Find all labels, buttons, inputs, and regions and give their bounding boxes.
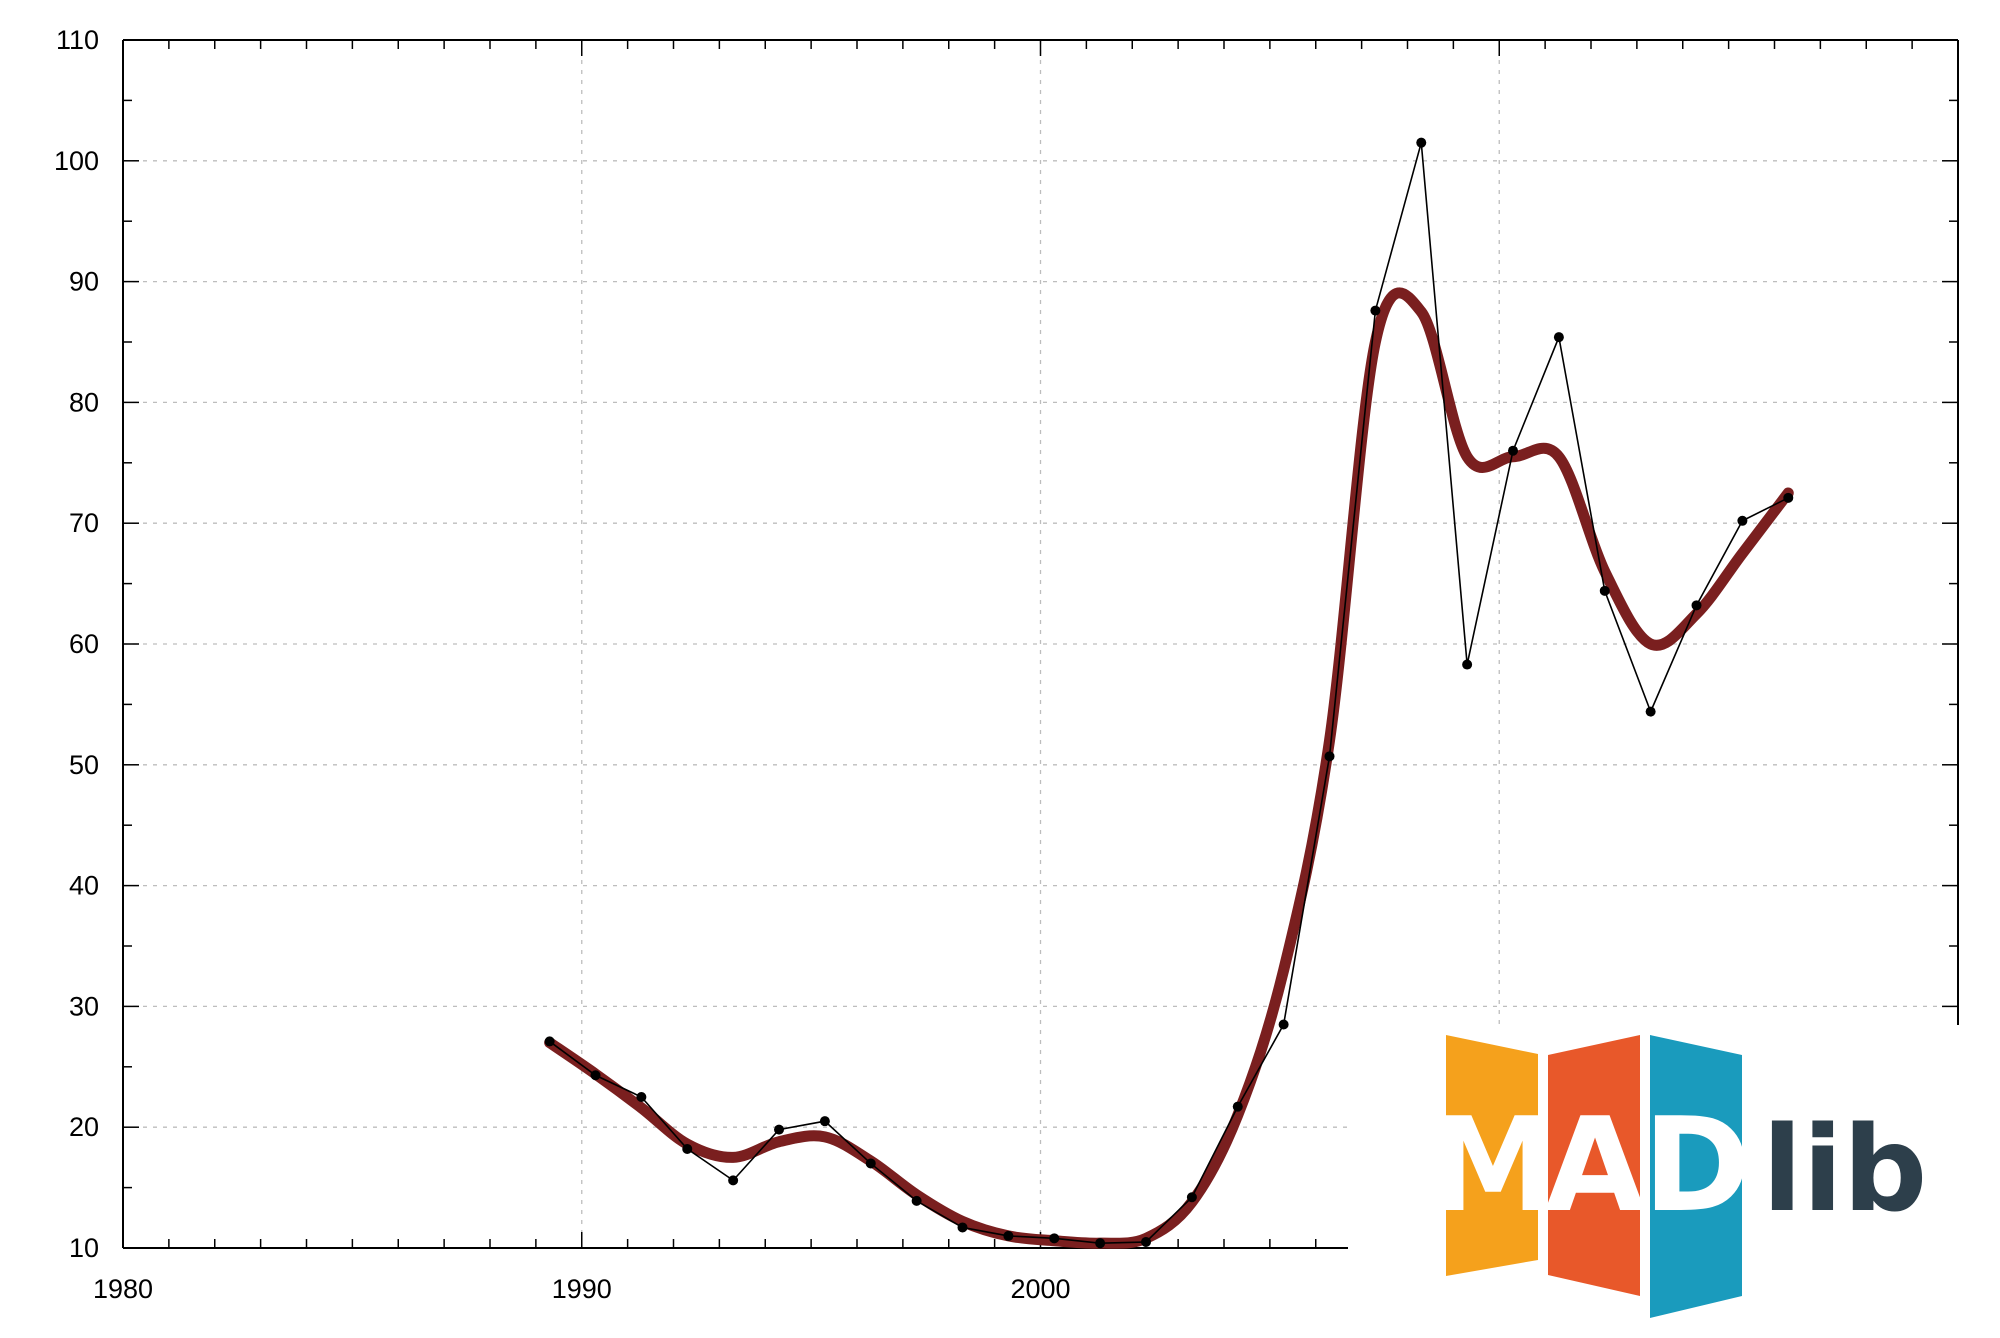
logo-panel-d: [1650, 1035, 1742, 1318]
y-tick-label: 60: [69, 629, 99, 659]
y-tick-label: 110: [56, 25, 99, 55]
observed-data-point: [1645, 706, 1656, 717]
logo-letter-a: A: [1545, 1089, 1646, 1241]
logo-suffix: lib: [1762, 1100, 1927, 1238]
observed-data-point: [1737, 515, 1748, 526]
observed-data-point: [1186, 1192, 1197, 1203]
observed-data-point: [1691, 600, 1702, 611]
observed-data-point: [682, 1143, 693, 1154]
observed-data-point: [1324, 751, 1335, 762]
observed-data-point: [1783, 492, 1794, 503]
observed-data-point: [774, 1124, 785, 1135]
y-tick-label: 50: [69, 750, 99, 780]
x-tick-label: 2000: [1010, 1274, 1070, 1304]
observed-data-point: [1599, 585, 1610, 596]
observed-data-point: [1003, 1230, 1014, 1241]
observed-data-point: [1232, 1101, 1243, 1112]
data-series: [544, 137, 1794, 1249]
observed-data-point: [1462, 659, 1473, 670]
observed-data-point: [590, 1070, 601, 1081]
gridlines: [123, 40, 1958, 1248]
observed-data-point: [1553, 332, 1564, 343]
y-tick-label: 70: [69, 508, 99, 538]
observed-data-point: [1508, 445, 1519, 456]
logo-panel-m: [1446, 1035, 1538, 1276]
observed-data-point: [636, 1092, 647, 1102]
observed-data-point: [544, 1036, 555, 1047]
x-tick-label: 1990: [552, 1274, 612, 1304]
observed-data-point: [1278, 1019, 1289, 1030]
logo-letter-d: D: [1643, 1089, 1751, 1241]
x-tick-label: 1980: [93, 1274, 153, 1304]
observed-data-point: [1049, 1233, 1060, 1244]
observed-data-point: [1370, 305, 1381, 316]
y-tick-label: 100: [54, 146, 99, 176]
observed-series-line: [549, 142, 1789, 1244]
observed-data-point: [865, 1158, 876, 1169]
smoothed-series-line: [544, 287, 1794, 1249]
observed-data-point: [1095, 1238, 1106, 1249]
logo-panel-a: [1548, 1035, 1640, 1296]
logo-letter-m: M: [1428, 1089, 1557, 1241]
madlib-logo: MAD lib: [1348, 1025, 2000, 1338]
y-tick-label: 30: [69, 991, 99, 1021]
observed-data-point: [957, 1222, 968, 1233]
observed-data-point: [819, 1116, 830, 1127]
y-tick-label: 10: [69, 1233, 99, 1263]
observed-data-point: [1416, 137, 1427, 148]
observed-data-point: [911, 1195, 922, 1206]
y-tick-label: 90: [69, 267, 99, 297]
y-tick-label: 40: [69, 871, 99, 901]
observed-data-point: [1141, 1236, 1152, 1247]
y-tick-label: 20: [69, 1112, 99, 1142]
y-tick-label: 80: [69, 387, 99, 417]
tick-labels: 10 20 30 40 50 60 70 80 90 100 110 1980 1990 2000: [54, 25, 1071, 1304]
observed-data-point: [728, 1175, 739, 1186]
